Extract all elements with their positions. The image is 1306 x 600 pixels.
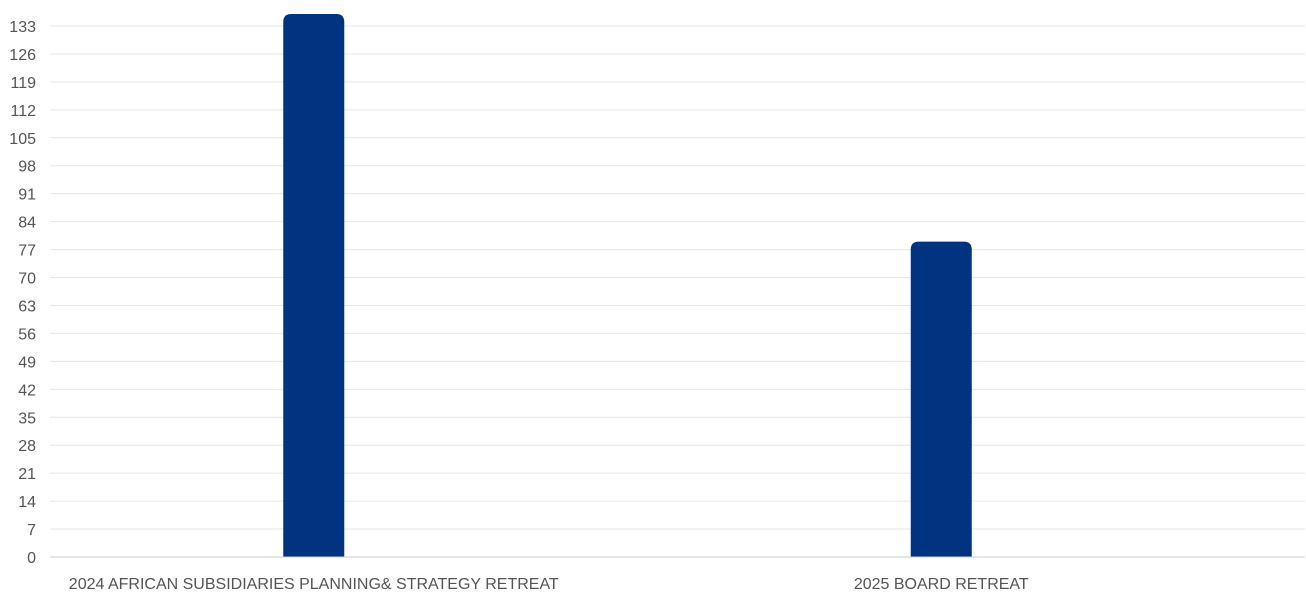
y-tick-label: 63: [18, 298, 36, 315]
y-tick-label: 133: [9, 19, 36, 36]
y-tick-label: 42: [18, 382, 36, 399]
y-tick-label: 49: [18, 354, 36, 371]
y-tick-label: 126: [9, 47, 36, 64]
y-tick-label: 91: [18, 187, 36, 204]
y-axis-ticks: 0 7 14 21 28 35 42 49 56 63 70 77 84 91 98 105 112 119 126…: [9, 19, 36, 567]
y-tick-label: 70: [18, 271, 36, 288]
grid-lines: [50, 25, 1305, 530]
bar: [283, 14, 345, 557]
y-tick-label: 28: [18, 438, 36, 455]
y-tick-label: 21: [18, 466, 36, 483]
y-tick-label: 119: [10, 75, 36, 92]
x-axis-labels: 2024 AFRICAN SUBSIDIARIES PLANNING& STRA…: [69, 576, 1029, 593]
y-tick-label: 35: [18, 410, 36, 427]
y-tick-label: 84: [18, 215, 36, 232]
y-tick-label: 56: [18, 326, 36, 343]
x-category-label: 2025 BOARD RETREAT: [854, 576, 1029, 593]
y-tick-label: 98: [18, 159, 36, 176]
y-tick-label: 0: [27, 550, 36, 567]
y-tick-label: 77: [18, 243, 36, 260]
y-tick-label: 14: [18, 494, 36, 511]
bar: [910, 241, 972, 557]
y-tick-label: 7: [27, 522, 36, 539]
bars: [283, 14, 972, 557]
y-tick-label: 105: [9, 131, 36, 148]
x-category-label: 2024 AFRICAN SUBSIDIARIES PLANNING& STRA…: [69, 576, 559, 593]
y-tick-label: 112: [10, 103, 36, 120]
